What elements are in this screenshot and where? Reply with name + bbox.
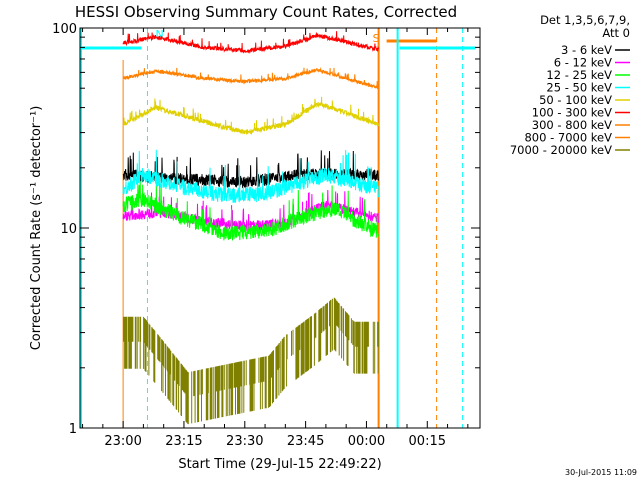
series-line	[122, 66, 379, 89]
legend-item: 3 - 6 keV	[561, 43, 630, 57]
y-tick-label: 100	[52, 22, 77, 37]
legend-label: 3 - 6 keV	[561, 43, 612, 57]
x-tick-label: 23:15	[165, 434, 202, 449]
y-axis-label: Corrected Count Rate (s⁻¹ detector⁻¹)	[29, 106, 44, 351]
legend-item: 7000 - 20000 keV	[510, 143, 630, 157]
x-tick-label: 23:00	[104, 434, 141, 449]
series-line	[122, 31, 380, 54]
saa-marker-label: S	[373, 32, 380, 45]
legend-label: 300 - 800 keV	[532, 118, 612, 132]
date-stamp: 30-Jul-2015 11:09	[565, 468, 637, 477]
legend-header-line-1: Det 1,3,5,6,7,9,	[540, 13, 630, 27]
series-line	[122, 179, 379, 241]
legend-item: 100 - 300 keV	[532, 106, 630, 120]
chart-title: HESSI Observing Summary Count Rates, Cor…	[75, 3, 457, 21]
legend-item: 12 - 25 keV	[546, 68, 630, 82]
x-axis-label: Start Time (29-Jul-15 22:49:22)	[178, 457, 381, 472]
legend-item: 25 - 50 keV	[546, 81, 630, 95]
legend-label: 7000 - 20000 keV	[510, 143, 612, 157]
legend-label: 25 - 50 keV	[546, 81, 612, 95]
x-tick-label: 23:45	[287, 434, 324, 449]
legend-label: 6 - 12 keV	[554, 56, 612, 70]
legend-item: 800 - 7000 keV	[524, 131, 630, 145]
y-tick-label: 1	[69, 422, 77, 437]
night-marker-label: N	[155, 28, 163, 41]
legend-item: 300 - 800 keV	[532, 118, 630, 132]
legend-label: 100 - 300 keV	[532, 106, 612, 120]
axis-layer: 23:00 23:15 23:30 23:45 00:00 00:15 1 10 100	[52, 22, 480, 449]
legend-item: 50 - 100 keV	[539, 93, 630, 107]
legend-label: 12 - 25 keV	[546, 68, 612, 82]
legend-label: 50 - 100 keV	[539, 93, 612, 107]
series-line	[122, 149, 380, 203]
x-tick-label: 23:30	[226, 434, 263, 449]
series-line	[122, 96, 380, 135]
x-tick-label: 00:15	[409, 434, 446, 449]
series-line	[122, 150, 380, 188]
legend-label: 800 - 7000 keV	[524, 131, 612, 145]
legend-header-line-2: Att 0	[602, 26, 630, 40]
y-tick-label: 10	[60, 222, 77, 237]
x-tick-label: 00:00	[348, 434, 385, 449]
legend-item: 6 - 12 keV	[554, 56, 630, 70]
